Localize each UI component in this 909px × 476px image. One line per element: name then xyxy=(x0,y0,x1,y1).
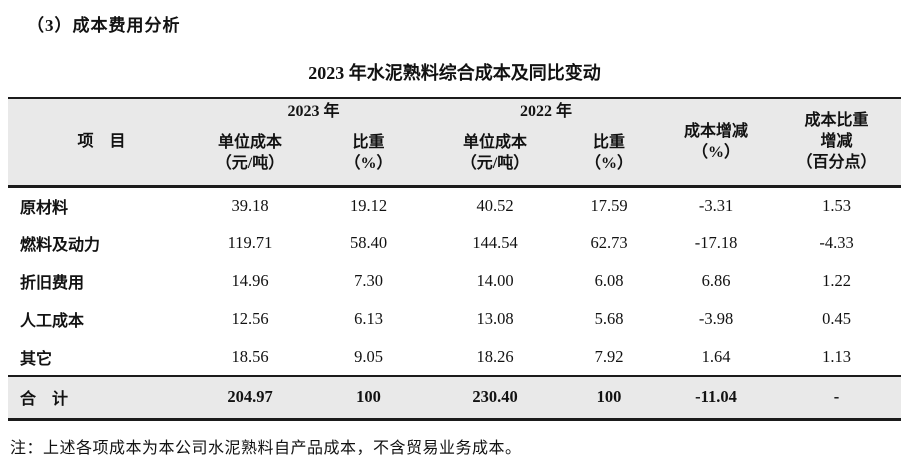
cell-ratio-change: 0.45 xyxy=(822,309,851,328)
row-label: 其它 xyxy=(20,350,53,368)
cell-unit-cost-2022: 40.52 xyxy=(476,195,514,215)
row-label: 燃料及动力 xyxy=(20,237,101,254)
table-row-other: 其它 18.56 9.05 18.26 7.92 1.64 1.13 xyxy=(8,338,901,376)
table-footnote: 注：上述各项成本为本公司水泥熟料自产品成本，不含贸易业务成本。 xyxy=(10,439,522,457)
cell-ratio-2023: 6.13 xyxy=(354,309,383,328)
table-title: 2023 年水泥熟料综合成本及同比变动 xyxy=(308,63,601,83)
cell-ratio-2022: 7.92 xyxy=(594,346,624,366)
table-body: 原材料 39.18 19.12 40.52 17.59 -3.31 1.53 燃… xyxy=(8,186,902,419)
cell-unit-cost-2022: 144.54 xyxy=(472,233,518,252)
cell-cost-change: -3.31 xyxy=(698,195,734,215)
total-ratio-2023: 100 xyxy=(305,375,433,419)
cell-unit-cost-2023: 18.56 xyxy=(231,346,269,366)
header-unit-cost-2022: 单位成本 （元/吨） xyxy=(432,125,559,188)
total-ratio-change: - xyxy=(772,375,902,419)
cell-ratio-2022: 62.73 xyxy=(590,233,628,252)
cell-unit-cost-2023: 119.71 xyxy=(227,233,273,252)
total-cost-change: -11.04 xyxy=(660,375,773,419)
total-unit-cost-2023: 204.97 xyxy=(195,375,305,419)
row-label: 折旧费用 xyxy=(20,275,85,292)
row-label: 原材料 xyxy=(20,199,69,217)
table-row-depreciation: 折旧费用 14.96 7.30 14.00 6.08 6.86 1.22 xyxy=(8,262,901,300)
header-ratio-2022: 比重 （%） xyxy=(558,125,661,188)
cell-ratio-2023: 58.40 xyxy=(349,233,388,252)
cell-ratio-2023: 9.05 xyxy=(354,346,383,366)
total-unit-cost-2022: 230.40 xyxy=(432,375,559,419)
cell-ratio-change: 1.22 xyxy=(822,271,851,290)
cell-cost-change: 1.64 xyxy=(701,346,731,366)
header-group-2022: 2022 年 xyxy=(432,98,661,125)
table-row-labor: 人工成本 12.56 6.13 13.08 5.68 -3.98 0.45 xyxy=(8,300,901,338)
cell-unit-cost-2022: 14.00 xyxy=(476,271,514,290)
header-item: 项 目 xyxy=(8,98,195,188)
cell-ratio-2022: 5.68 xyxy=(594,309,624,328)
cell-cost-change: -3.98 xyxy=(698,309,734,328)
total-label: 合 计 xyxy=(8,375,195,419)
header-ratio-change: 成本比重 增减 （百分点） xyxy=(772,98,902,188)
table-row-total: 合 计 204.97 100 230.40 100 -11.04 - xyxy=(8,375,902,419)
table-header: 项 目 2023 年 2022 年 成本增减 （%） 成本比重 增减 （百分点）… xyxy=(8,98,902,188)
header-cost-change: 成本增减 （%） xyxy=(660,98,773,188)
table-row-fuel-power: 燃料及动力 119.71 58.40 144.54 62.73 -17.18 -… xyxy=(8,224,901,262)
cell-unit-cost-2023: 39.18 xyxy=(231,195,269,215)
cell-ratio-change: 1.53 xyxy=(822,195,851,215)
cell-unit-cost-2022: 18.26 xyxy=(476,346,514,366)
cell-cost-change: -17.18 xyxy=(694,233,738,252)
section-heading: （3）成本费用分析 xyxy=(27,16,181,35)
cell-unit-cost-2023: 12.56 xyxy=(231,309,269,328)
total-ratio-2022: 100 xyxy=(558,375,661,419)
cell-ratio-2022: 17.59 xyxy=(590,195,628,215)
header-group-2023: 2023 年 xyxy=(195,98,433,125)
row-label: 人工成本 xyxy=(20,313,85,330)
cell-ratio-change: 1.13 xyxy=(822,346,851,366)
header-ratio-2023: 比重 （%） xyxy=(305,125,433,188)
cell-ratio-2023: 7.30 xyxy=(354,271,383,290)
cell-unit-cost-2022: 13.08 xyxy=(476,309,514,328)
header-unit-cost-2023: 单位成本 （元/吨） xyxy=(195,125,305,188)
cell-cost-change: 6.86 xyxy=(701,271,731,290)
cell-ratio-2023: 19.12 xyxy=(349,195,388,215)
cell-unit-cost-2023: 14.96 xyxy=(231,271,269,290)
cell-ratio-change: -4.33 xyxy=(819,233,854,252)
table-row-raw-materials: 原材料 39.18 19.12 40.52 17.59 -3.31 1.53 xyxy=(8,186,901,224)
cell-ratio-2022: 6.08 xyxy=(594,271,624,290)
cost-table: 项 目 2023 年 2022 年 成本增减 （%） 成本比重 增减 （百分点）… xyxy=(8,97,902,421)
